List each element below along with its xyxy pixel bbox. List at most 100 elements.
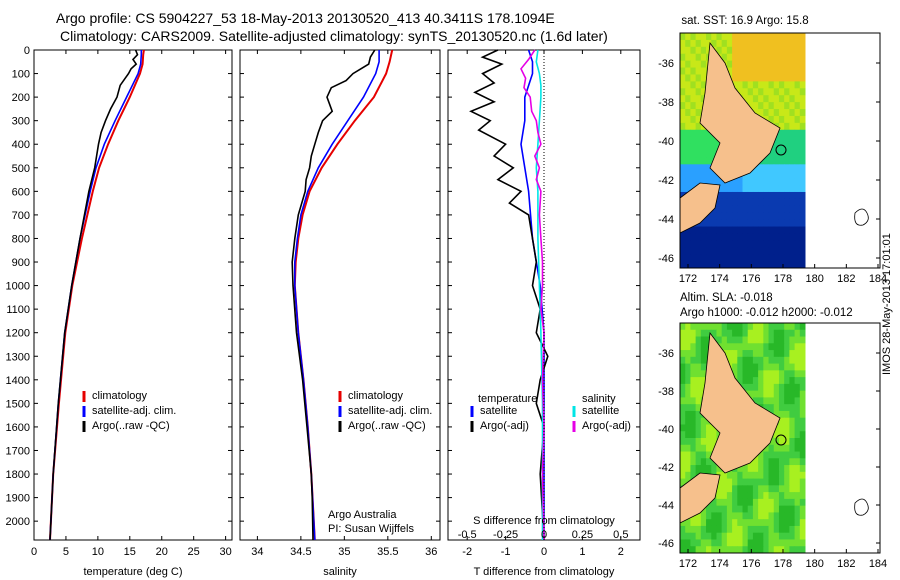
- map-cell: [737, 323, 743, 331]
- legend-label: satellite-adj. clim.: [92, 405, 176, 417]
- map-cell: [773, 178, 780, 186]
- map-cell: [799, 233, 806, 241]
- map-cell: [680, 136, 686, 145]
- map-cell: [778, 471, 785, 480]
- map-cell: [784, 88, 790, 96]
- map-cell: [680, 458, 686, 466]
- map-cell: [747, 198, 754, 207]
- map-cell: [773, 60, 780, 69]
- map-cell: [794, 532, 801, 540]
- map-cell: [794, 254, 801, 262]
- map-cell: [726, 226, 733, 234]
- map-cell: [700, 424, 707, 432]
- map-cell: [711, 505, 717, 513]
- map-cell: [732, 212, 738, 221]
- map-cell: [768, 254, 775, 262]
- y-tick-label: 600: [12, 186, 30, 198]
- map-cell: [737, 539, 743, 547]
- map-cell: [789, 329, 796, 338]
- map-cell: [778, 178, 785, 186]
- map-cell: [763, 532, 770, 540]
- map-cell: [737, 465, 743, 473]
- map-cell: [742, 478, 749, 486]
- map-cell: [685, 519, 691, 527]
- map-cell: [742, 471, 749, 480]
- map-cell: [716, 254, 723, 262]
- map-cell: [685, 157, 691, 165]
- map-cell: [789, 233, 796, 241]
- map-cell: [794, 122, 801, 131]
- map-cell: [680, 343, 686, 351]
- map-cell: [737, 343, 743, 351]
- map-cell: [721, 343, 728, 351]
- map-cell: [758, 33, 764, 41]
- map-cell: [794, 404, 801, 412]
- map-cell: [716, 492, 723, 500]
- map-cell: [768, 478, 775, 486]
- map-cell: [799, 465, 806, 473]
- map-cell: [794, 198, 801, 207]
- map-cell: [799, 377, 806, 385]
- map-cell: [680, 109, 686, 117]
- map-cell: [726, 261, 733, 269]
- map-cell: [732, 519, 738, 527]
- map-cell: [747, 226, 754, 234]
- map-cell: [799, 39, 806, 48]
- map-cell: [726, 46, 733, 55]
- lat-tick-label: -36: [658, 58, 674, 70]
- map-cell: [737, 370, 743, 378]
- map-cell: [799, 33, 806, 41]
- map-cell: [726, 505, 733, 513]
- map-cell: [763, 323, 770, 331]
- north-island-land: [699, 331, 781, 474]
- map-cell: [773, 356, 780, 365]
- map-cell: [680, 525, 686, 534]
- map-cell: [799, 164, 806, 172]
- map-cell: [784, 417, 790, 425]
- map-cell: [716, 336, 723, 344]
- map-cell: [737, 74, 743, 82]
- map-cell: [726, 191, 733, 200]
- legend-label: Argo(-adj): [582, 420, 631, 432]
- map-cell: [763, 390, 770, 398]
- map-cell: [680, 336, 686, 344]
- map-cell: [784, 171, 790, 179]
- map-cell: [706, 129, 712, 138]
- map-cell: [685, 122, 691, 131]
- map-cell: [763, 336, 770, 344]
- lat-tick-label: -36: [658, 348, 674, 360]
- map-cell: [680, 465, 686, 473]
- map-cell: [794, 136, 801, 145]
- map-cell: [685, 397, 691, 405]
- map-cell: [784, 458, 790, 466]
- map-cell: [758, 525, 764, 534]
- map-cell: [789, 157, 796, 165]
- map-cell: [695, 226, 702, 234]
- map-cell: [742, 498, 749, 507]
- lon-tick-label: 182: [837, 273, 855, 285]
- map-cell: [695, 546, 702, 554]
- map-cell: [721, 519, 728, 527]
- map-cell: [789, 397, 796, 405]
- map-cell: [794, 444, 801, 453]
- map-cell: [747, 74, 754, 82]
- map-cell: [737, 485, 743, 493]
- map-cell: [778, 46, 785, 55]
- map-cell: [789, 343, 796, 351]
- map-cell: [685, 471, 691, 480]
- map-cell: [737, 198, 743, 207]
- map-cell: [690, 60, 697, 69]
- map-cell: [763, 498, 770, 507]
- map-cell: [742, 240, 749, 248]
- map-cell: [768, 377, 775, 385]
- map-cell: [758, 53, 764, 62]
- map-cell: [784, 390, 790, 398]
- map-cell: [752, 323, 759, 331]
- map-cell: [700, 247, 707, 255]
- map-cell: [732, 226, 738, 234]
- map-cell: [695, 438, 702, 446]
- map-cell: [721, 254, 728, 262]
- map-cell: [747, 329, 754, 338]
- map-cell: [789, 143, 796, 151]
- map-cell: [768, 88, 775, 96]
